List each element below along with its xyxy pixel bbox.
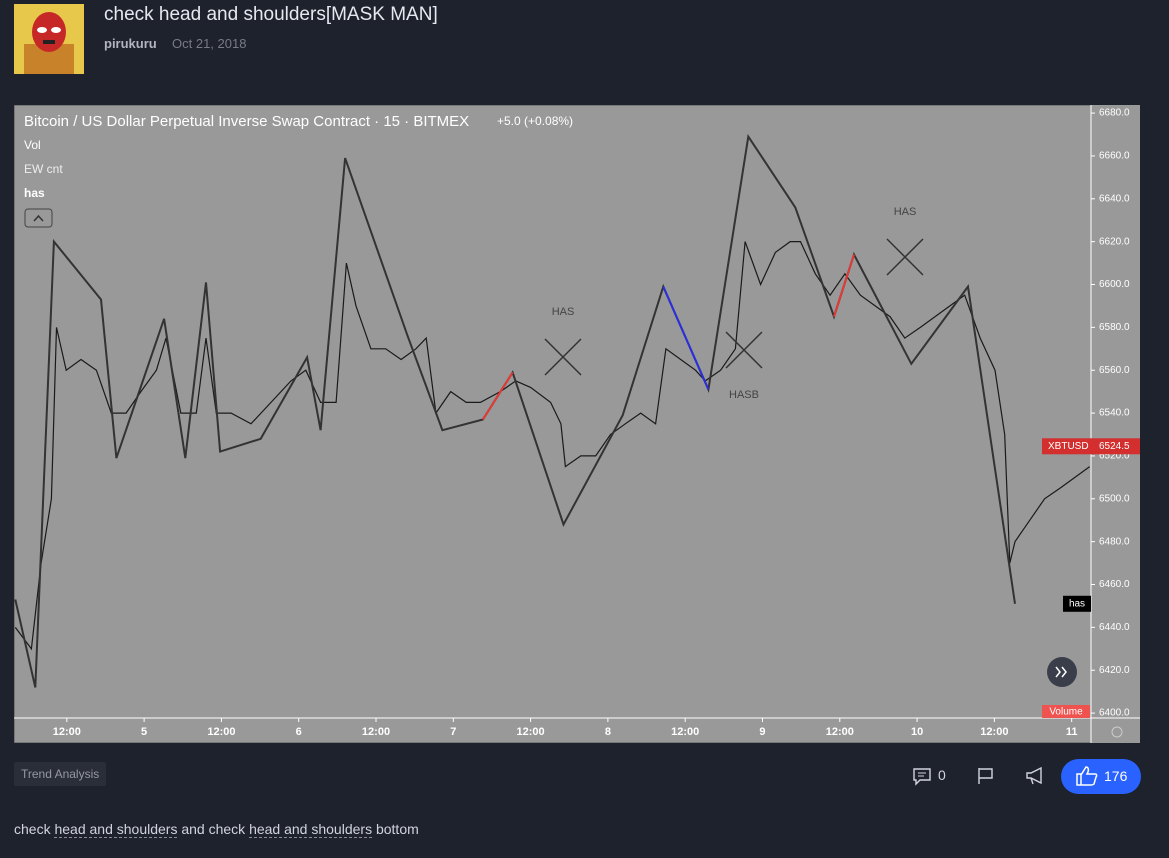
y-tick-label: 6500.0 [1099, 493, 1130, 504]
y-tick-label: 6680.0 [1099, 108, 1130, 119]
flag-icon[interactable] [976, 766, 996, 786]
price-change: +5.0 (+0.08%) [497, 114, 573, 128]
x-tick-label: 11 [1066, 726, 1078, 738]
zigzag-line [482, 371, 514, 421]
zigzag-line [14, 133, 1016, 688]
indicator-label: Vol [24, 138, 41, 152]
like-count: 176 [1104, 768, 1128, 784]
annotation-cross [725, 331, 763, 369]
collapse-icon [33, 214, 44, 222]
tag[interactable]: Trend Analysis [14, 762, 107, 786]
y-tick-label: 6640.0 [1099, 193, 1130, 204]
y-tick-label: 6420.0 [1099, 665, 1130, 676]
x-tick-label: 12:00 [980, 726, 1008, 738]
x-tick-label: 12:00 [517, 726, 545, 738]
annotation: HASB [729, 389, 759, 401]
scroll-button[interactable] [1047, 657, 1077, 687]
x-tick-label: 7 [450, 726, 456, 738]
y-tick-label: 6440.0 [1099, 622, 1130, 633]
x-tick-label: 8 [605, 726, 611, 738]
indicator-tag [1063, 595, 1091, 612]
idea-title: check head and shoulders[MASK MAN] [104, 4, 438, 25]
chart: Bitcoin / US Dollar Perpetual Inverse Sw… [14, 105, 1140, 743]
avatar[interactable] [14, 4, 84, 74]
comment-count[interactable]: 0 [938, 767, 946, 783]
price-line [14, 241, 1091, 651]
description-part: and check [177, 821, 250, 837]
y-tick-label: 6620.0 [1099, 236, 1130, 247]
description-part[interactable]: head and shoulders [249, 821, 373, 838]
author[interactable]: pirukuru [104, 36, 157, 51]
chart-frame [14, 105, 1140, 743]
x-tick-label: 12:00 [53, 726, 81, 738]
indicator-label: EW cnt [24, 162, 63, 176]
description-part: check [14, 821, 55, 837]
y-tick-label: 6580.0 [1099, 322, 1130, 333]
annotation-cross [886, 238, 924, 276]
zigzag-line [833, 254, 855, 317]
x-tick-label: 5 [141, 726, 147, 738]
description-part: bottom [372, 821, 419, 837]
collapse-button[interactable] [24, 208, 53, 228]
price-tag-value: 6524.5 [1099, 441, 1130, 452]
date: Oct 21, 2018 [172, 36, 247, 51]
y-tick-label: 6660.0 [1099, 151, 1130, 162]
symbol-title: Bitcoin / US Dollar Perpetual Inverse Sw… [24, 113, 469, 130]
x-tick-label: 10 [911, 726, 923, 738]
y-tick-label: 6600.0 [1099, 279, 1130, 290]
comment-icon[interactable] [912, 766, 932, 786]
x-tick-label: 12:00 [207, 726, 235, 738]
x-tick-label: 6 [296, 726, 302, 738]
x-tick-label: 12:00 [671, 726, 699, 738]
y-tick-label: 6520.0 [1099, 451, 1130, 462]
x-tick-label: 12:00 [826, 726, 854, 738]
indicator-tag-label: has [1069, 598, 1085, 609]
x-tick-label: 12:00 [362, 726, 390, 738]
like-button[interactable] [1061, 759, 1141, 794]
y-tick-label: 6400.0 [1099, 708, 1130, 719]
price-tag [1042, 438, 1140, 455]
annotation: HAS [894, 206, 917, 218]
annotation: HAS [552, 306, 575, 318]
volume-tag [1042, 705, 1090, 718]
volume-tag-label: Volume [1049, 707, 1083, 718]
y-tick-label: 6560.0 [1099, 365, 1130, 376]
indicator-label: has [24, 186, 45, 200]
like-icon [1076, 766, 1098, 786]
x-tick-label: 9 [759, 726, 765, 738]
zigzag-line [662, 286, 710, 390]
y-tick-label: 6460.0 [1099, 579, 1130, 590]
y-tick-label: 6480.0 [1099, 536, 1130, 547]
y-tick-label: 6540.0 [1099, 408, 1130, 419]
share-icon[interactable] [1025, 766, 1045, 786]
scroll-icon [1055, 666, 1067, 678]
description: check head and shoulders and check head … [14, 821, 419, 838]
description-part[interactable]: head and shoulders [54, 821, 178, 838]
price-tag-symbol: XBTUSD [1048, 441, 1089, 452]
price-axis [1091, 105, 1140, 743]
annotation-cross [544, 338, 582, 376]
settings-icon[interactable] [1111, 726, 1123, 738]
